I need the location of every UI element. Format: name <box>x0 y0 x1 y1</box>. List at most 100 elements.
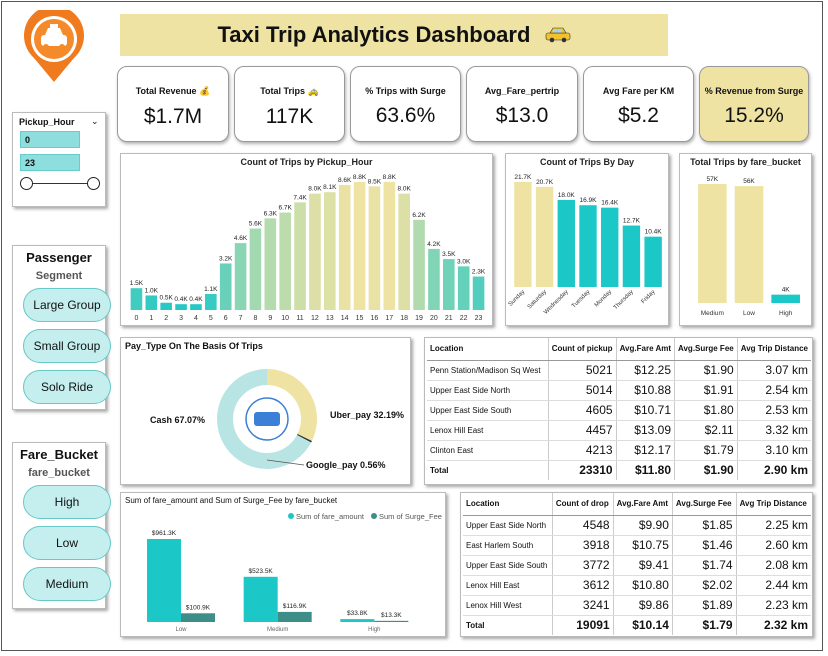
chart-trips-by-day: Count of Trips By Day 21.7K Sunday 20.7K Sa… <box>505 153 669 326</box>
slider-start-handle[interactable] <box>20 177 33 190</box>
hour-from-input[interactable]: 0 <box>20 131 80 148</box>
chart-cluster-svg: Sum of fare_amount Sum of Surge_Fee $961.3… <box>147 512 442 633</box>
table-cell: $1.80 <box>674 400 738 421</box>
table-cell: 5014 <box>547 380 617 401</box>
fare-option-high[interactable]: High <box>23 485 111 519</box>
table-cell: $1.79 <box>671 614 737 635</box>
passenger-option-solo-ride[interactable]: Solo Ride <box>23 370 111 404</box>
legend-label-surge: Sum of Surge_Fee <box>379 512 442 521</box>
bucket-bar <box>698 184 727 303</box>
fare-option-medium[interactable]: Medium <box>23 567 111 601</box>
table-cell: $1.74 <box>671 555 737 576</box>
slicer-title: Pickup_Hour <box>19 117 75 127</box>
table-header-cell[interactable]: Avg.Surge Fee <box>671 493 737 516</box>
day-bar <box>514 182 532 287</box>
day-data-label: 20.7K <box>536 179 554 186</box>
chart-title: Total Trips by fare_bucket <box>690 157 801 167</box>
hour-tick-label: 3 <box>179 315 183 322</box>
pickup-hour-slicer: Pickup_Hour ⌄ 0 23 <box>12 112 106 207</box>
table-cell: $10.88 <box>615 380 675 401</box>
table-cell: 2.90 km <box>736 459 811 480</box>
table-row: Lenox Hill East 4457 $13.09 $2.11 3.32 km <box>427 420 811 441</box>
fare-option-low[interactable]: Low <box>23 526 111 560</box>
hour-bar <box>249 228 262 310</box>
hour-data-label: 0.4K <box>189 296 203 303</box>
passenger-option-large-group[interactable]: Large Group <box>23 288 111 322</box>
table-cell: 2.44 km <box>735 575 811 596</box>
day-data-label: 12.7K <box>623 218 641 225</box>
dashboard-title: Taxi Trip Analytics Dashboard <box>120 14 668 56</box>
chart-title: Pay_Type On The Basis Of Trips <box>125 341 263 351</box>
table-cell: $10.14 <box>612 614 673 635</box>
table-header-cell[interactable]: Location <box>463 493 553 516</box>
kpi-value: 117K <box>265 105 314 128</box>
hour-tick-label: 12 <box>311 315 319 322</box>
table-header-cell[interactable]: Avg Trip Distance <box>735 493 811 516</box>
bucket-tick-label: High <box>779 310 793 317</box>
table-row: Clinton East 4213 $12.17 $1.79 3.10 km <box>427 440 811 461</box>
table-cell: 2.54 km <box>736 380 811 401</box>
table-cell: 3772 <box>551 555 614 576</box>
hour-bar <box>294 202 306 310</box>
table-row: Upper East Side South 4605 $10.71 $1.80 2.53… <box>427 400 811 421</box>
table-cell: $10.75 <box>612 535 673 556</box>
hour-data-label: 3.2K <box>219 255 233 262</box>
day-bar <box>535 186 554 287</box>
slider-end-handle[interactable] <box>87 177 100 190</box>
cluster-bar <box>243 576 278 622</box>
table-header-cell[interactable]: Avg.Fare Amt <box>612 493 673 516</box>
day-data-label: 18.0K <box>558 192 576 199</box>
chart-day-svg: 21.7KSunday20.7KSaturday18.0KWednesday16… <box>508 174 663 316</box>
hour-data-label: 6.2K <box>412 212 426 219</box>
table-cell: $9.86 <box>612 595 673 616</box>
pickup-location-table: Location Count of pickup Avg.Fare Amt Avg.S… <box>424 337 813 485</box>
slicer-subtitle: fare_bucket <box>28 467 90 479</box>
passenger-option-small-group[interactable]: Small Group <box>23 329 111 363</box>
pay-icon <box>254 412 280 426</box>
hour-bar <box>130 288 143 310</box>
table-cell: 23310 <box>547 459 617 480</box>
kpi-label: Total Trips 🚕 <box>260 86 319 96</box>
table-cell: $1.46 <box>671 535 737 556</box>
hour-tick-label: 1 <box>149 315 153 322</box>
bucket-data-label: 4K <box>782 287 791 294</box>
hour-tick-label: 18 <box>400 315 408 322</box>
hour-data-label: 4.2K <box>427 241 441 248</box>
table-row: Lenox Hill East 3612 $10.80 $2.02 2.44 km <box>463 575 811 596</box>
pie-slice-cash <box>217 369 312 469</box>
chevron-down-icon[interactable]: ⌄ <box>91 116 99 126</box>
table-cell: $1.89 <box>671 595 737 616</box>
chart-title: Count of Trips by Pickup_Hour <box>240 157 373 167</box>
table-header-cell[interactable]: Avg.Surge Fee <box>674 338 738 361</box>
hour-bar <box>368 186 381 310</box>
table-total-row: Total 19091 $10.14 $1.79 2.32 km <box>463 614 811 635</box>
table-header-cell[interactable]: Count of drop <box>551 493 614 516</box>
table-cell: 2.32 km <box>735 614 811 635</box>
hour-to-input[interactable]: 23 <box>20 154 80 171</box>
table-cell: 5021 <box>547 360 617 381</box>
hour-tick-label: 5 <box>209 315 213 322</box>
hour-bar <box>160 302 172 310</box>
table-row: Penn Station/Madison Sq West 5021 $12.25 $1… <box>427 360 811 381</box>
table-cell: $1.85 <box>671 515 737 536</box>
day-tick-label: Sunday <box>508 289 527 308</box>
hour-data-label: 4.6K <box>234 235 248 242</box>
cluster-data-label: $100.9K <box>186 604 211 611</box>
bucket-bar <box>734 186 764 303</box>
cluster-data-label: $33.8K <box>347 610 368 617</box>
kpi-value: $1.7M <box>143 105 203 128</box>
hour-bar <box>457 266 470 310</box>
table-header-cell[interactable]: Count of pickup <box>547 338 617 361</box>
table-row: Lenox Hill West 3241 $9.86 $1.89 2.23 km <box>463 595 811 616</box>
table-total-row: Total 23310 $11.80 $1.90 2.90 km <box>427 459 811 480</box>
table-header-cell[interactable]: Location <box>427 338 549 361</box>
day-data-label: 21.7K <box>514 174 532 181</box>
table-cell: East Harlem South <box>463 535 553 556</box>
hour-tick-label: 13 <box>326 315 334 322</box>
hour-bar <box>264 218 277 310</box>
hour-data-label: 1.5K <box>130 280 144 287</box>
table-cell: $1.79 <box>674 440 738 461</box>
table-header-cell[interactable]: Avg Trip Distance <box>736 338 811 361</box>
hour-data-label: 5.6K <box>249 221 263 228</box>
table-header-cell[interactable]: Avg.Fare Amt <box>615 338 675 361</box>
